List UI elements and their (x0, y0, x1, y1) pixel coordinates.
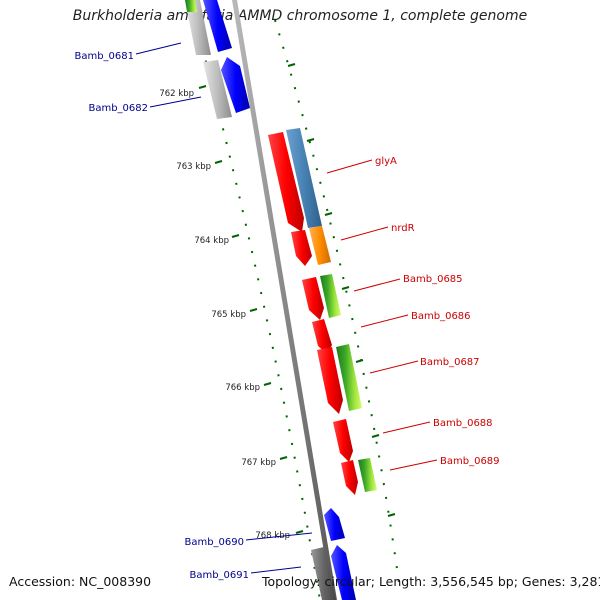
accession-text: Accession: NC_008390 (9, 574, 152, 589)
topology-text: Topology: circular (262, 574, 371, 589)
feature-bamb-0691-blue (331, 545, 356, 600)
tick-label-767: 767 kbp (241, 458, 276, 468)
gene-label-bamb-0686: Bamb_0686 (411, 311, 471, 322)
gene-label-bamb-0689: Bamb_0689 (440, 456, 500, 467)
feature-bamb-0689-red (341, 460, 358, 495)
tick-label-762: 762 kbp (159, 89, 194, 99)
feature-bamb-0691-dgray (311, 547, 336, 600)
feature-bamb-0690-blue (324, 508, 345, 541)
tick-label-768: 768 kbp (255, 531, 290, 541)
feature-bamb-0685-red (302, 277, 324, 320)
right-leader-lines (326, 159, 438, 471)
tick-labels: 762 kbp 763 kbp 764 kbp 765 kbp 766 kbp … (159, 89, 290, 541)
feature-bamb-0681-gray (185, 0, 211, 55)
gene-label-bamb-0681: Bamb_0681 (74, 51, 134, 62)
map-title: Burkholderia ambifaria AMMD chromosome 1… (72, 8, 528, 24)
feature-bamb-0682-gray (203, 60, 232, 119)
genome-info: Topology: circular; Length: 3,556,545 bp… (262, 574, 600, 589)
feature-bamb-0687-green (336, 344, 362, 411)
genome-backbone (232, 0, 337, 600)
tick-label-766: 766 kbp (225, 383, 260, 393)
feature-glyA-red (268, 132, 304, 232)
feature-nrdR-red (291, 230, 312, 266)
feature-bamb-0681-blue (203, 0, 232, 52)
gene-label-bamb-0687: Bamb_0687 (420, 357, 480, 368)
gene-label-bamb-0690: Bamb_0690 (184, 537, 244, 548)
feature-bamb-0688-red (333, 419, 353, 462)
tick-label-763: 763 kbp (176, 162, 211, 172)
gene-label-glyA: glyA (375, 156, 397, 167)
feature-bamb-0681-green (185, 0, 197, 12)
gene-label-bamb-0685: Bamb_0685 (403, 274, 463, 285)
left-leader-lines (135, 42, 313, 574)
gene-label-bamb-0688: Bamb_0688 (433, 418, 493, 429)
feature-bamb-0686-red (312, 319, 332, 354)
genes-text: Genes: 3,281 (521, 574, 600, 589)
feature-bamb-0687-red (317, 347, 343, 414)
feature-nrdR-orange (309, 226, 331, 265)
tick-label-764: 764 kbp (194, 236, 229, 246)
gene-label-bamb-0691: Bamb_0691 (189, 570, 249, 581)
gene-label-nrdR: nrdR (391, 223, 415, 234)
right-track-ticks (287, 63, 396, 517)
feature-bamb-0682-blue (221, 57, 250, 113)
length-text: Length: 3,556,545 bp (378, 574, 514, 589)
gene-label-bamb-0682: Bamb_0682 (88, 103, 148, 114)
feature-bamb-0685-green (320, 274, 341, 318)
feature-bamb-0689-green (358, 458, 377, 492)
left-track-ticks (198, 85, 304, 534)
tick-label-765: 765 kbp (211, 310, 246, 320)
gene-labels: Bamb_0681 Bamb_0682 Bamb_0690 Bamb_0691 … (74, 51, 499, 581)
feature-glyA-steel (286, 128, 322, 228)
